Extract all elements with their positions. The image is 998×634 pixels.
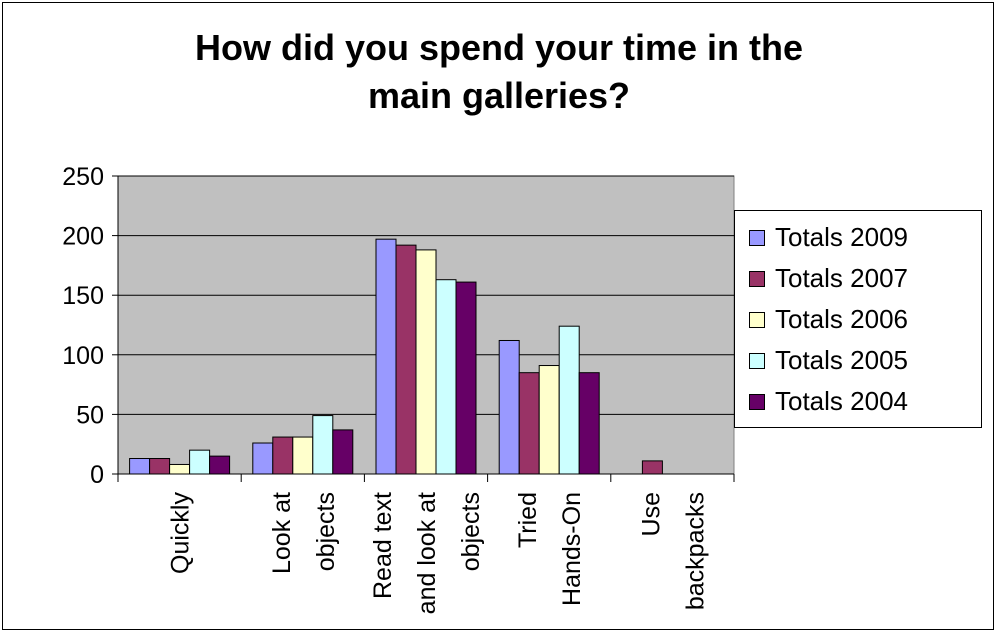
bar bbox=[129, 458, 151, 475]
legend-item: Totals 2007 bbox=[749, 258, 981, 299]
x-tick-label: Quickly bbox=[167, 492, 195, 574]
legend-item: Totals 2009 bbox=[749, 217, 981, 258]
x-tick-label: Look at bbox=[268, 492, 296, 574]
bar bbox=[518, 372, 540, 475]
legend-label: Totals 2007 bbox=[775, 263, 908, 293]
x-tick-label: Use bbox=[637, 492, 665, 536]
bar bbox=[189, 449, 211, 475]
bar bbox=[272, 436, 294, 475]
legend-swatch bbox=[749, 270, 765, 287]
legend-label: Totals 2006 bbox=[775, 304, 908, 334]
x-tick-label: Read text bbox=[369, 492, 397, 599]
bar bbox=[209, 455, 231, 475]
bar bbox=[498, 339, 520, 475]
bar bbox=[375, 238, 397, 475]
bar bbox=[641, 460, 663, 475]
legend-item: Totals 2006 bbox=[749, 299, 981, 340]
bar bbox=[332, 429, 354, 475]
legend-swatch bbox=[749, 311, 765, 328]
legend: Totals 2009 Totals 2007 Totals 2006 Tota… bbox=[734, 210, 982, 428]
legend-label: Totals 2004 bbox=[775, 386, 908, 416]
y-tick-label: 50 bbox=[76, 401, 104, 429]
x-tick-label: Tried bbox=[514, 492, 542, 548]
bar bbox=[395, 244, 417, 475]
chart-title: How did you spend your time in the main … bbox=[0, 24, 998, 120]
y-tick-label: 200 bbox=[62, 223, 104, 251]
bar bbox=[558, 325, 580, 475]
bar bbox=[149, 458, 171, 475]
bar bbox=[538, 365, 560, 475]
x-tick-label: objects bbox=[457, 492, 485, 571]
x-tick-label: Hands-On bbox=[558, 492, 586, 606]
bar bbox=[578, 372, 600, 475]
legend-item: Totals 2005 bbox=[749, 340, 981, 381]
chart-title-line-1: How did you spend your time in the bbox=[194, 27, 804, 68]
y-tick-label: 250 bbox=[62, 163, 104, 191]
legend-item: Totals 2004 bbox=[749, 381, 981, 422]
legend-swatch bbox=[749, 229, 765, 246]
legend-swatch bbox=[749, 393, 765, 410]
x-tick-label: backpacks bbox=[681, 492, 709, 610]
legend-label: Totals 2005 bbox=[775, 345, 908, 375]
bar bbox=[252, 442, 274, 475]
y-tick-label: 150 bbox=[62, 282, 104, 310]
bar bbox=[415, 249, 437, 475]
bar bbox=[312, 415, 334, 475]
bar bbox=[435, 279, 457, 475]
y-tick-label: 0 bbox=[90, 461, 104, 489]
bar bbox=[455, 281, 477, 475]
bar bbox=[169, 463, 191, 475]
x-tick-label: objects bbox=[312, 492, 340, 571]
legend-label: Totals 2009 bbox=[775, 222, 908, 252]
chart-title-line-2: main galleries? bbox=[367, 75, 631, 116]
x-tick-label: and look at bbox=[413, 492, 441, 614]
legend-swatch bbox=[749, 352, 765, 369]
bar bbox=[292, 436, 314, 475]
y-tick-label: 100 bbox=[62, 342, 104, 370]
